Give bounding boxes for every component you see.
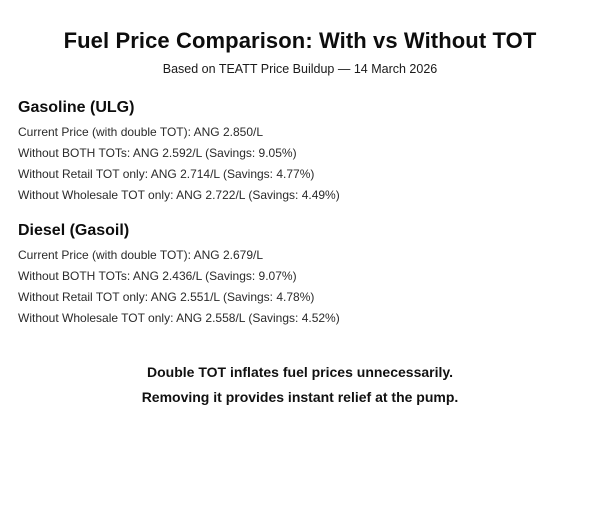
closing-statement: Double TOT inflates fuel prices unnecess…	[0, 360, 600, 410]
diesel-current-price: Current Price (with double TOT): ANG 2.6…	[18, 248, 263, 262]
diesel-without-wholesale: Without Wholesale TOT only: ANG 2.558/L …	[18, 311, 340, 325]
gasoline-current-price: Current Price (with double TOT): ANG 2.8…	[18, 125, 263, 139]
page-title: Fuel Price Comparison: With vs Without T…	[63, 28, 537, 53]
diesel-section: Diesel (Gasoil) Current Price (with doub…	[18, 222, 340, 329]
diesel-heading: Diesel (Gasoil)	[18, 222, 130, 239]
gasoline-section: Gasoline (ULG) Current Price (with doubl…	[18, 99, 340, 206]
diesel-without-retail: Without Retail TOT only: ANG 2.551/L (Sa…	[18, 290, 315, 304]
gasoline-without-retail: Without Retail TOT only: ANG 2.714/L (Sa…	[18, 167, 315, 181]
gasoline-heading: Gasoline (ULG)	[18, 99, 135, 116]
gasoline-without-both: Without BOTH TOTs: ANG 2.592/L (Savings:…	[18, 146, 297, 160]
closing-line-1: Double TOT inflates fuel prices unnecess…	[146, 364, 454, 380]
closing-line-2: Removing it provides instant relief at t…	[141, 389, 459, 405]
page-subtitle: Based on TEATT Price Buildup — 14 March …	[162, 62, 438, 76]
diesel-without-both: Without BOTH TOTs: ANG 2.436/L (Savings:…	[18, 269, 297, 283]
gasoline-without-wholesale: Without Wholesale TOT only: ANG 2.722/L …	[18, 188, 340, 202]
